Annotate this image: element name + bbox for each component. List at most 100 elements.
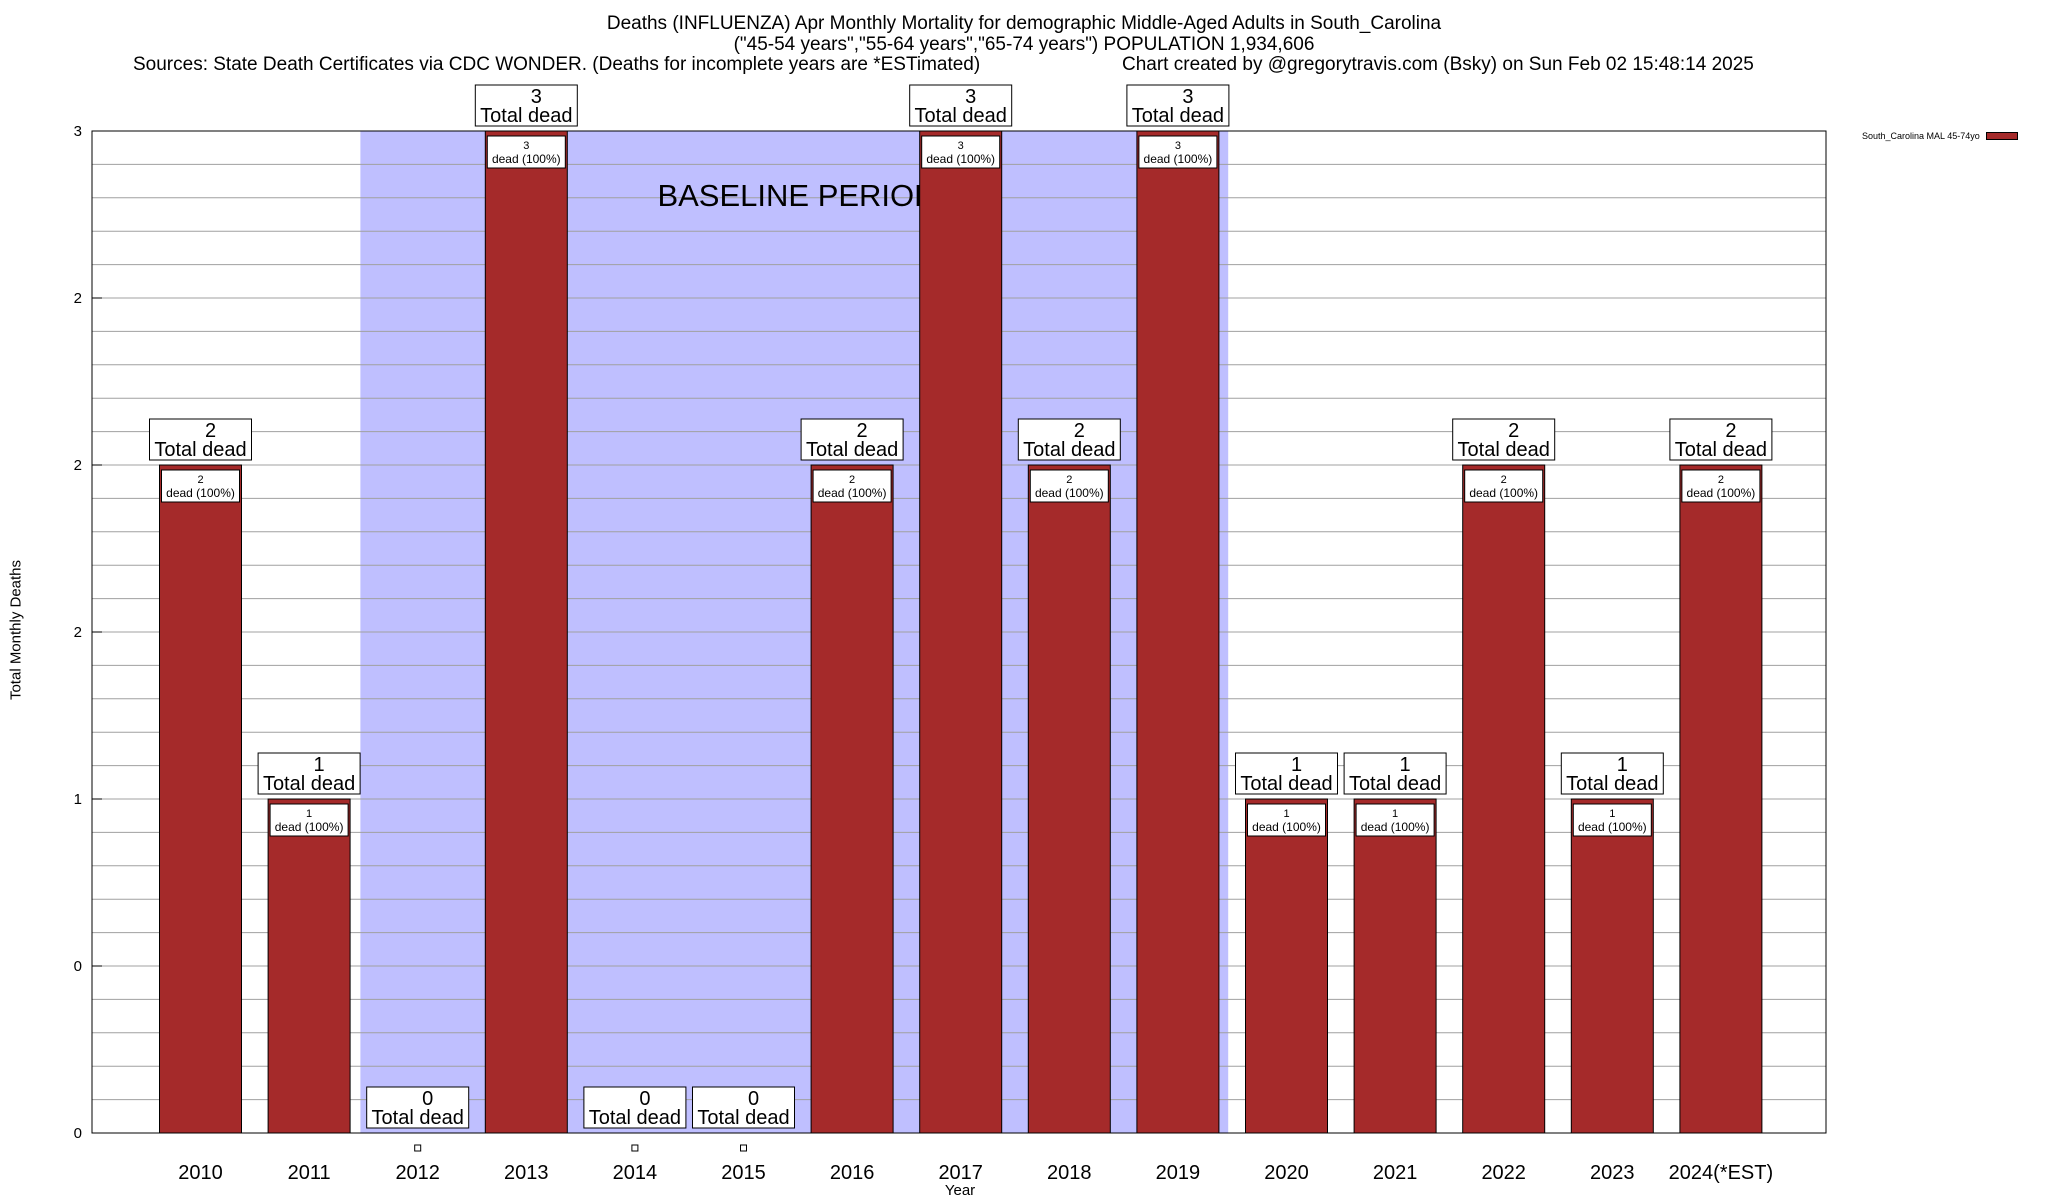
inner-label-count: 2 bbox=[849, 474, 855, 486]
total-label-text: Total dead bbox=[806, 439, 898, 461]
x-tick-label: 2019 bbox=[1156, 1162, 1201, 1184]
y-tick-label: 1 bbox=[74, 791, 82, 808]
total-label-text: Total dead bbox=[915, 105, 1007, 127]
inner-label-box bbox=[1247, 803, 1326, 837]
x-tick-label: 2011 bbox=[288, 1162, 331, 1184]
x-axis-label: Year bbox=[944, 1182, 976, 1199]
y-tick-label: 0 bbox=[74, 1125, 82, 1142]
inner-label-box bbox=[1029, 469, 1109, 503]
total-label-text: Total dead bbox=[1132, 105, 1224, 127]
inner-label-count: 1 bbox=[1392, 808, 1398, 820]
bar bbox=[484, 130, 568, 1134]
total-label-box bbox=[1126, 84, 1230, 127]
inner-label-pct: dead (100%) bbox=[1469, 486, 1538, 500]
total-label-count: 2 bbox=[1725, 420, 1736, 442]
x-tick-label: 2010 bbox=[178, 1162, 223, 1184]
total-label-text: Total dead bbox=[1458, 439, 1550, 461]
inner-label-pct: dead (100%) bbox=[492, 152, 561, 166]
total-label-text: Total dead bbox=[480, 105, 572, 127]
total-label-count: 2 bbox=[205, 420, 216, 442]
total-label-text: Total dead bbox=[372, 1107, 464, 1129]
x-tick-label: 2024(*EST) bbox=[1669, 1162, 1774, 1184]
inner-label-count: 3 bbox=[1175, 140, 1181, 152]
bar bbox=[1679, 464, 1763, 1134]
total-label-text: Total dead bbox=[154, 439, 246, 461]
inner-label-box bbox=[921, 135, 1001, 169]
inner-label-box bbox=[161, 469, 240, 503]
x-tick-label: 2017 bbox=[938, 1162, 983, 1184]
bar bbox=[1462, 464, 1546, 1134]
total-label-count: 1 bbox=[314, 754, 325, 776]
bar bbox=[1353, 798, 1437, 1134]
x-tick-label: 2018 bbox=[1047, 1162, 1092, 1184]
total-label-text: Total dead bbox=[589, 1107, 681, 1129]
total-label-box bbox=[1343, 752, 1447, 795]
x-tick-label: 2021 bbox=[1373, 1162, 1418, 1184]
total-label-count: 3 bbox=[531, 86, 542, 108]
legend-swatch bbox=[1985, 132, 2018, 140]
total-label-box bbox=[1560, 752, 1664, 795]
total-label-count: 0 bbox=[639, 1088, 650, 1110]
x-tick-label: 2012 bbox=[395, 1162, 440, 1184]
zero-marker bbox=[414, 1144, 422, 1152]
x-tick-label: 2022 bbox=[1481, 1162, 1526, 1184]
inner-label-pct: dead (100%) bbox=[1035, 486, 1104, 500]
inner-label-count: 2 bbox=[1066, 474, 1072, 486]
total-label-box bbox=[1669, 418, 1773, 461]
total-label-box bbox=[474, 84, 578, 127]
inner-label-box bbox=[486, 135, 566, 169]
bar bbox=[919, 130, 1003, 1134]
total-label-count: 2 bbox=[857, 420, 868, 442]
x-tick-label: 2015 bbox=[721, 1162, 766, 1184]
inner-label-count: 2 bbox=[1501, 474, 1507, 486]
chart-sources: Sources: State Death Certificates via CD… bbox=[133, 54, 981, 75]
inner-label-count: 3 bbox=[958, 140, 964, 152]
bar bbox=[1245, 798, 1328, 1134]
inner-label-pct: dead (100%) bbox=[1361, 820, 1430, 834]
inner-label-pct: dead (100%) bbox=[926, 152, 995, 166]
legend-series-name: South_Carolina MAL 45-74yo bbox=[1862, 131, 1980, 141]
inner-label-box bbox=[269, 803, 349, 837]
zero-marker bbox=[740, 1144, 747, 1152]
total-label-text: Total dead bbox=[1675, 439, 1767, 461]
inner-label-box bbox=[1572, 803, 1652, 837]
inner-label-pct: dead (100%) bbox=[166, 486, 235, 500]
total-label-box bbox=[800, 418, 904, 461]
x-tick-label: 2016 bbox=[830, 1162, 875, 1184]
total-label-count: 3 bbox=[965, 86, 976, 108]
inner-label-pct: dead (100%) bbox=[1687, 486, 1756, 500]
inner-label-count: 1 bbox=[306, 808, 312, 820]
inner-label-pct: dead (100%) bbox=[275, 820, 344, 834]
chart-subtitle: ("45-54 years","55-64 years","65-74 year… bbox=[733, 34, 1315, 55]
total-label-box bbox=[583, 1086, 687, 1129]
y-axis-label: Total Monthly Deaths bbox=[7, 559, 25, 701]
y-tick-label: 2 bbox=[74, 457, 82, 474]
baseline-label: BASELINE PERIOD bbox=[657, 178, 936, 213]
x-tick-label: 2014 bbox=[613, 1162, 658, 1184]
y-tick-label: 3 bbox=[74, 123, 82, 140]
total-label-count: 1 bbox=[1617, 754, 1628, 776]
total-label-text: Total dead bbox=[1349, 773, 1441, 795]
inner-label-count: 3 bbox=[523, 140, 529, 152]
total-label-count: 1 bbox=[1400, 754, 1411, 776]
bar bbox=[1136, 130, 1220, 1134]
inner-label-box bbox=[1464, 469, 1544, 503]
total-label-box bbox=[366, 1086, 470, 1129]
x-tick-label: 2013 bbox=[504, 1162, 549, 1184]
chart-title: Deaths (INFLUENZA) Apr Monthly Mortality… bbox=[606, 13, 1442, 34]
bar bbox=[159, 464, 242, 1134]
x-tick-label: 2020 bbox=[1264, 1162, 1309, 1184]
inner-label-box bbox=[812, 469, 892, 503]
total-label-count: 0 bbox=[422, 1088, 433, 1110]
total-label-box bbox=[149, 418, 252, 461]
bar bbox=[267, 798, 351, 1134]
bar bbox=[1570, 798, 1654, 1134]
x-tick-label: 2023 bbox=[1590, 1162, 1635, 1184]
inner-label-box bbox=[1681, 469, 1761, 503]
inner-label-count: 2 bbox=[1718, 474, 1724, 486]
inner-label-count: 1 bbox=[1283, 808, 1289, 820]
total-label-box bbox=[1452, 418, 1556, 461]
inner-label-pct: dead (100%) bbox=[1144, 152, 1213, 166]
legend: South_Carolina MAL 45-74yo bbox=[1862, 131, 2018, 141]
